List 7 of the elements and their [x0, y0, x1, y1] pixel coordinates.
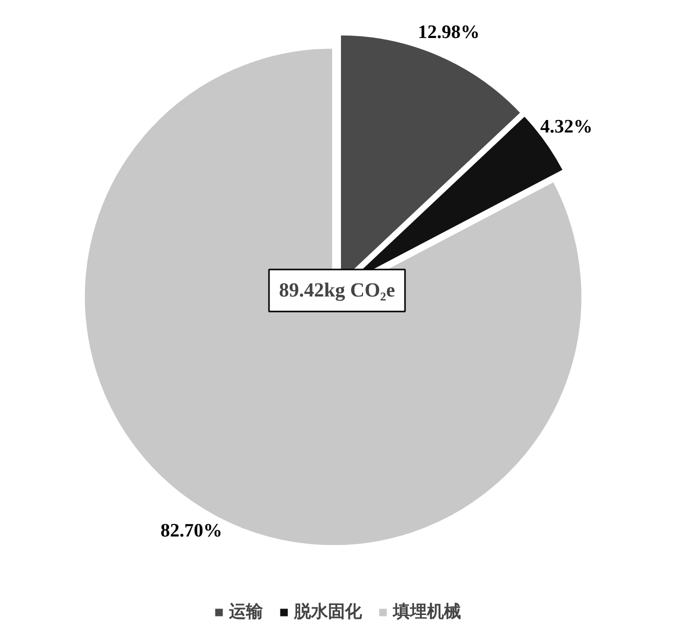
- legend-label: 脱水固化: [294, 601, 362, 623]
- legend-label: 填埋机械: [393, 601, 461, 623]
- data-label: 12.98%: [418, 22, 480, 43]
- text: 89.42kg CO₂e: [279, 279, 396, 302]
- data-label: 82.70%: [160, 520, 222, 542]
- legend-label: 运输: [229, 601, 263, 623]
- data-label: 4.32%: [540, 116, 592, 138]
